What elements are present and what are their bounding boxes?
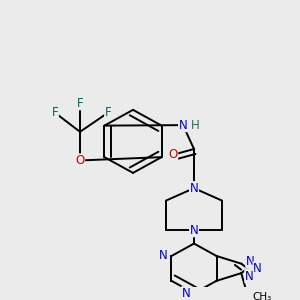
Text: N: N [190, 182, 198, 195]
Text: N: N [178, 118, 188, 132]
Text: F: F [52, 106, 58, 119]
Text: F: F [105, 106, 111, 119]
Text: F: F [77, 97, 83, 110]
Text: CH₃: CH₃ [252, 292, 272, 300]
Text: N: N [245, 269, 254, 283]
Text: O: O [75, 154, 85, 167]
Text: N: N [246, 255, 255, 268]
Text: H: H [190, 118, 200, 132]
Text: N: N [182, 287, 190, 300]
Text: O: O [168, 148, 178, 161]
Text: N: N [159, 250, 168, 262]
Text: N: N [253, 262, 262, 275]
Text: N: N [190, 224, 198, 237]
